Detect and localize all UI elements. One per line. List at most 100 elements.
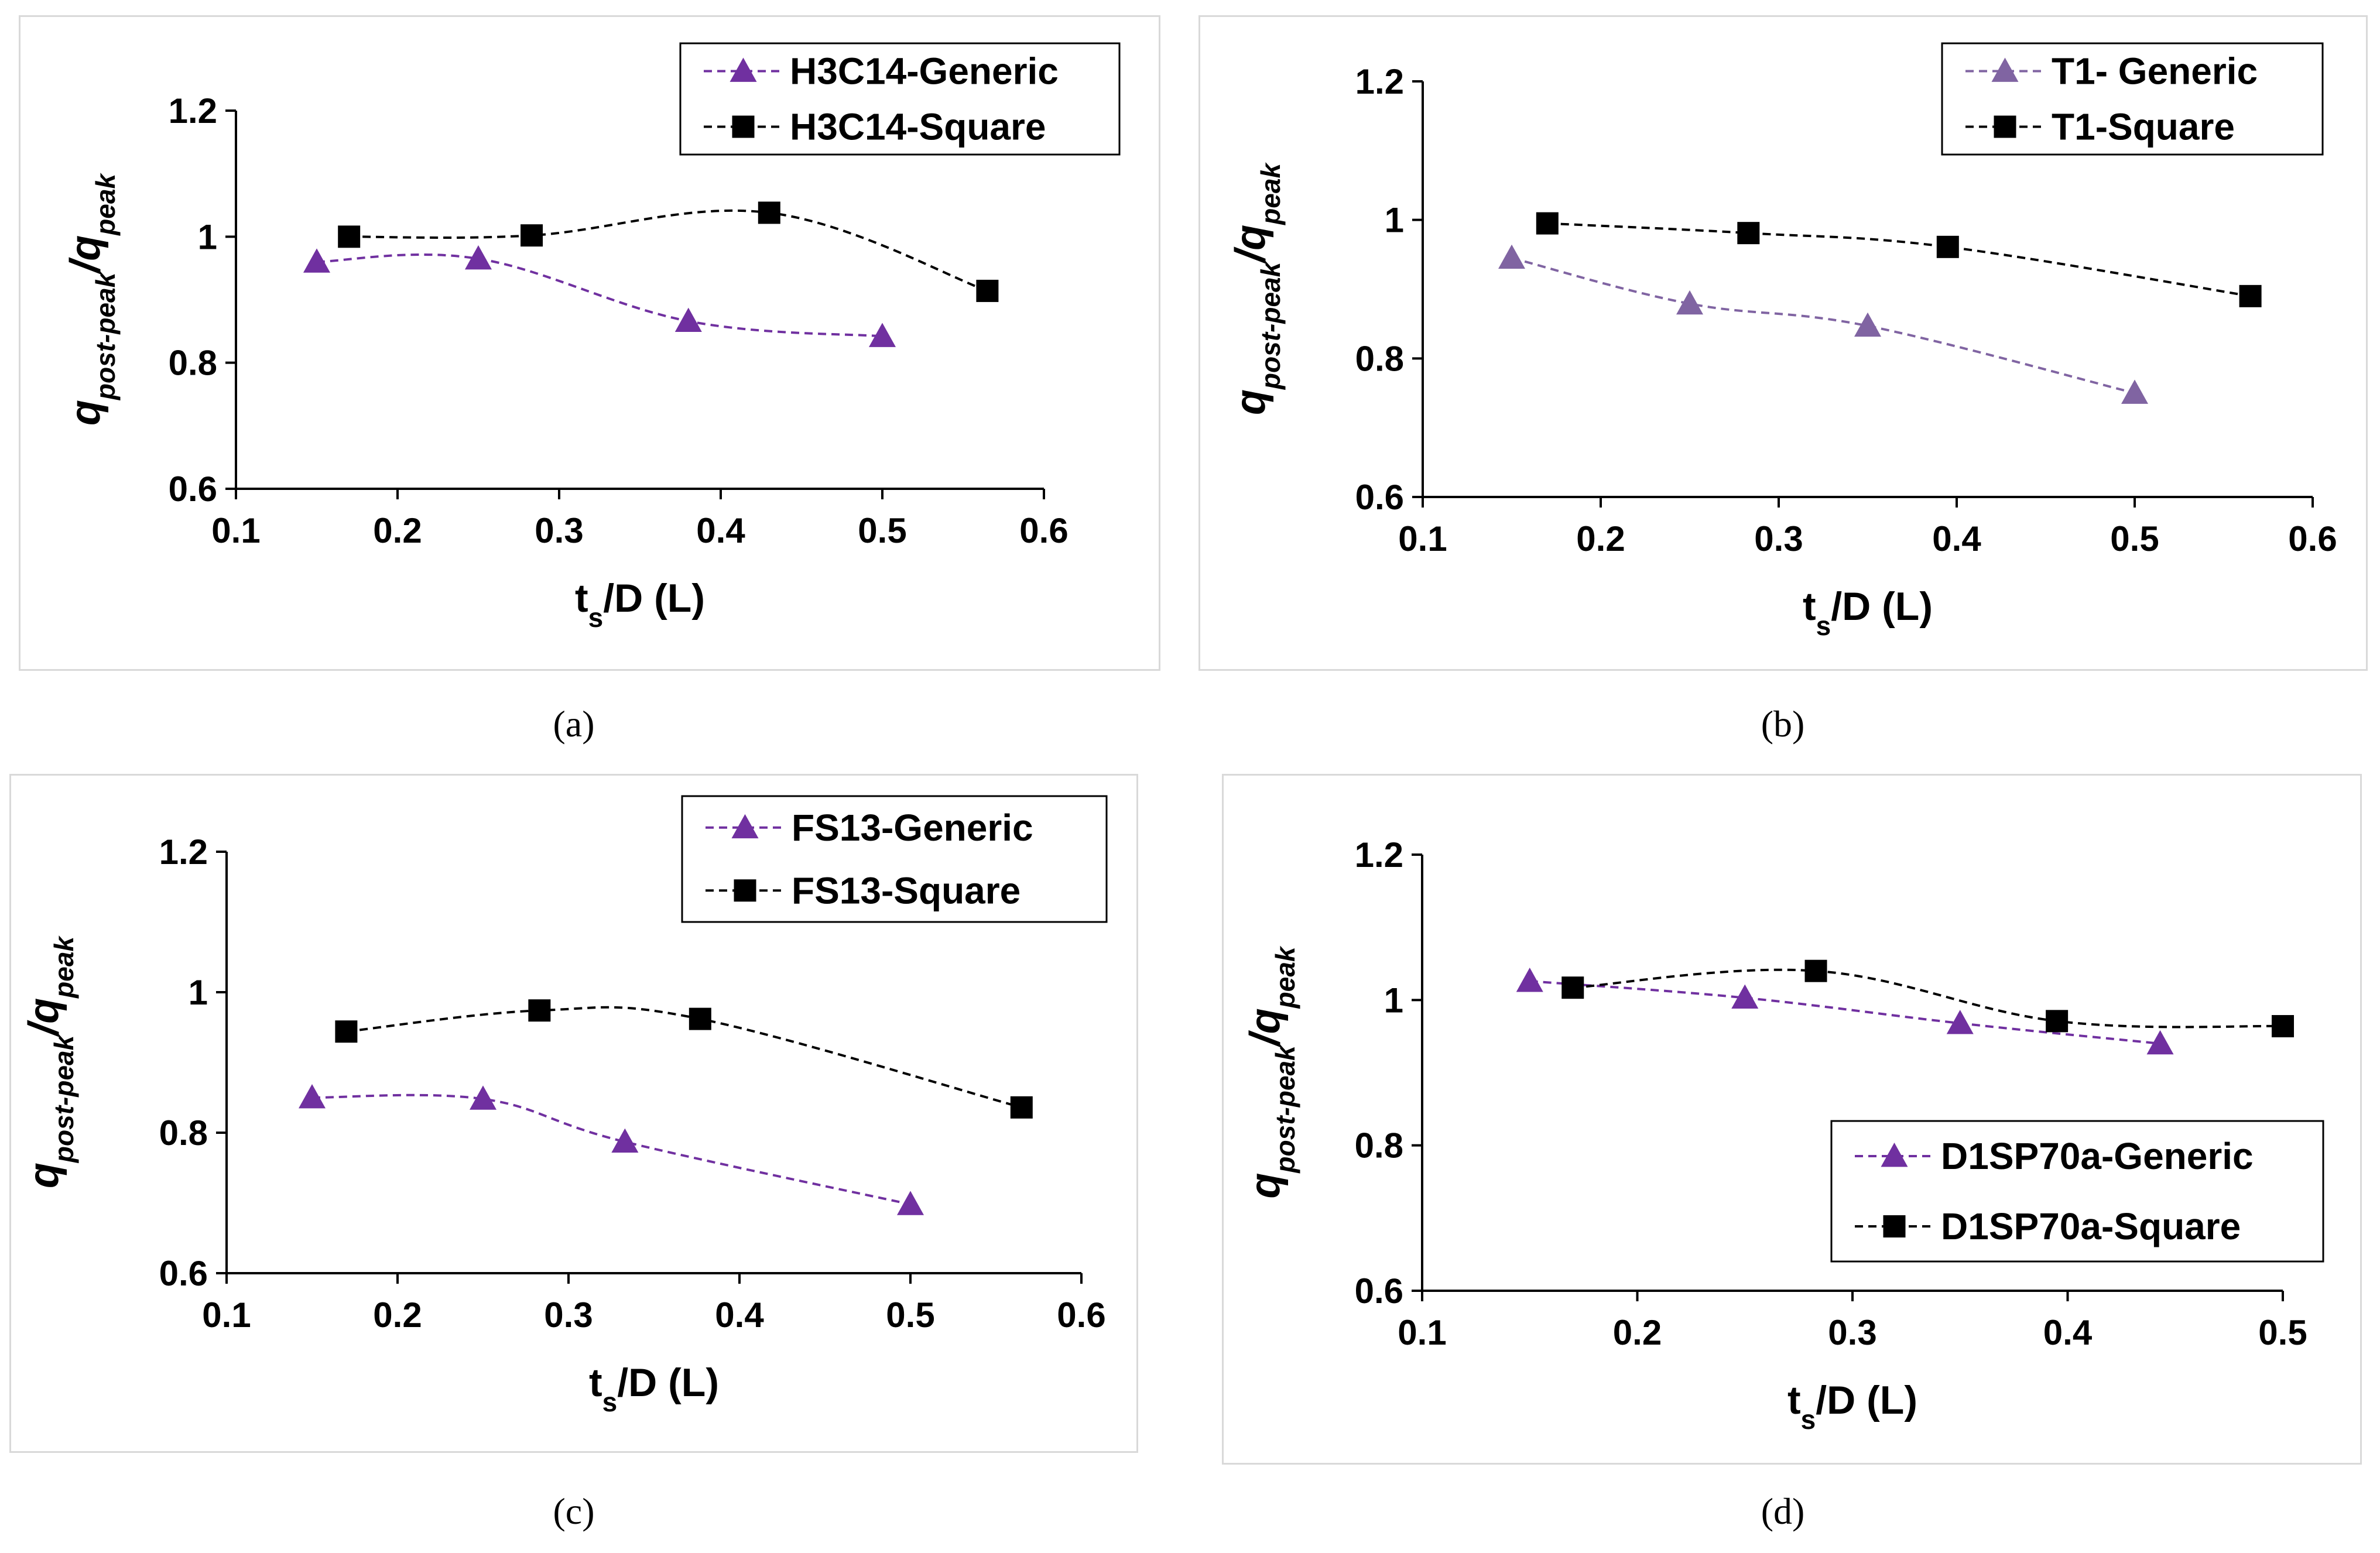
chart-svg-c: 0.6 0.8 1 1.2 0.1 0.2 0.3 0.4 0.5 0.6 ts/D (L) qpos… — [20, 795, 1108, 1417]
x-axis-title-main: t — [1787, 1378, 1801, 1422]
x-tick-label: 0.4 — [1932, 519, 1981, 558]
x-tick-label: 0.4 — [2043, 1313, 2093, 1352]
data-point-square — [1536, 212, 1559, 235]
data-point-triangle — [674, 307, 702, 332]
y-axis-title-main: q — [1242, 1173, 1289, 1199]
x-tick-label: 0.5 — [858, 511, 906, 550]
y-axis-title-sub2: peak — [49, 935, 79, 999]
legend-label: D1SP70a-Generic — [1941, 1135, 2254, 1177]
legend-label: T1- Generic — [2052, 50, 2258, 92]
x-tick-label: 0.2 — [1576, 519, 1625, 558]
x-tick-label: 0.1 — [202, 1295, 251, 1335]
data-point-triangle — [303, 248, 330, 273]
data-point-triangle — [470, 1085, 496, 1110]
x-axis-title-main: t — [1803, 584, 1816, 629]
data-point-square — [976, 279, 999, 302]
data-point-square — [758, 201, 780, 224]
x-tick-label: 0.1 — [1398, 519, 1447, 558]
y-axis-title-sub: post-peak — [1270, 1044, 1300, 1174]
x-tick-label: 0.2 — [373, 1295, 422, 1335]
x-axis-title-rest: /D (L) — [1816, 1378, 1917, 1422]
caption-d: (d) — [1761, 1490, 1805, 1532]
y-axis-title: qpost-peak/qpeak — [20, 935, 79, 1188]
x-tick-label: 0.4 — [696, 511, 745, 550]
data-point-triangle — [1516, 968, 1543, 992]
legend-marker-triangle — [730, 57, 757, 82]
chart-svg-b: 0.6 0.8 1 1.2 0.1 0.2 0.3 0.4 0.5 0.6 ts/D (L) qpos… — [1227, 42, 2337, 641]
x-axis-title: ts/D (L) — [1803, 584, 1933, 641]
data-point-square — [335, 1020, 358, 1043]
legend-marker-triangle — [1881, 1143, 1908, 1167]
y-axis-title-main: q — [1227, 389, 1274, 415]
y-axis-title-sub: post-peak — [49, 1034, 79, 1164]
data-point-triangle — [1946, 1010, 1974, 1034]
data-point-triangle — [611, 1128, 639, 1153]
x-axis-title-sub: s — [1801, 1404, 1816, 1435]
x-axis-title-rest: /D (L) — [1831, 584, 1933, 629]
y-tick-label: 1 — [1384, 981, 1403, 1020]
y-tick-label: 1.2 — [1355, 835, 1403, 875]
legend-label: FS13-Square — [792, 869, 1021, 911]
data-point-square — [1804, 959, 1827, 982]
legend-marker-square — [732, 115, 755, 138]
x-tick-label: 0.2 — [1613, 1313, 1662, 1352]
legend-box — [1830, 1120, 2324, 1263]
legend-label: H3C14-Square — [790, 106, 1046, 148]
y-axis-title-sep: /q — [1227, 225, 1274, 264]
legend-marker-triangle — [1991, 57, 2019, 82]
data-point-square — [2239, 284, 2262, 307]
series-line-b-0 — [1511, 256, 2135, 395]
legend-marker-square — [734, 879, 756, 902]
x-tick-label: 0.1 — [1398, 1313, 1446, 1352]
legend-label: H3C14-Generic — [790, 50, 1059, 92]
x-tick-label: 0.4 — [715, 1295, 764, 1335]
data-point-triangle — [1498, 244, 1525, 269]
y-tick-label: 0.8 — [169, 344, 217, 383]
legend-marker-square — [1883, 1215, 1906, 1237]
legend-label: T1-Square — [2052, 106, 2235, 148]
y-tick-label: 0.8 — [159, 1113, 208, 1153]
chart-panel-d: 0.6 0.8 1 1.2 0.1 0.2 0.3 0.4 0.5 ts/D (L) qpost-p… — [1222, 774, 2362, 1465]
y-tick-label: 0.6 — [1355, 1271, 1403, 1311]
data-point-triangle — [897, 1191, 924, 1215]
x-tick-label: 0.3 — [1828, 1313, 1876, 1352]
data-point-square — [338, 225, 361, 248]
data-point-triangle — [2121, 379, 2148, 404]
x-tick-label: 0.5 — [886, 1295, 934, 1335]
legend-label: D1SP70a-Square — [1941, 1205, 2241, 1247]
y-tick-label: 1 — [1385, 201, 1404, 240]
data-point-square — [689, 1007, 711, 1030]
data-point-triangle — [1854, 312, 1881, 337]
y-axis-title-sep: /q — [1242, 1008, 1289, 1047]
data-point-triangle — [869, 323, 896, 347]
data-point-square — [1561, 976, 1584, 999]
series-line-b-1 — [1547, 222, 2251, 297]
y-axis-title: qpost-peak/qpeak — [1242, 945, 1300, 1198]
x-axis-title-rest: /D (L) — [603, 576, 705, 620]
y-tick-label: 0.8 — [1355, 1126, 1403, 1165]
series-line-d-0 — [1529, 980, 2160, 1045]
series-line-c-0 — [311, 1093, 911, 1206]
series-line-c-1 — [346, 1006, 1022, 1109]
y-axis-title-sub2: peak — [90, 173, 121, 236]
x-tick-label: 0.3 — [535, 511, 583, 550]
x-tick-label: 0.5 — [2110, 519, 2159, 558]
caption-a: (a) — [553, 703, 595, 745]
series-line-a-0 — [316, 253, 883, 338]
y-axis-title-sub2: peak — [1255, 162, 1286, 226]
data-point-triangle — [1676, 290, 1703, 315]
data-point-square — [1936, 235, 1959, 258]
x-axis-title: ts/D (L) — [589, 1360, 719, 1417]
y-tick-label: 1 — [189, 973, 208, 1012]
x-tick-label: 0.3 — [1754, 519, 1803, 558]
x-tick-label: 0.6 — [1019, 511, 1068, 550]
data-point-square — [528, 999, 551, 1022]
x-axis-title-sub: s — [1816, 611, 1831, 641]
x-tick-label: 0.5 — [2258, 1313, 2307, 1352]
chart-svg-d: 0.6 0.8 1 1.2 0.1 0.2 0.3 0.4 0.5 ts/D (L) qpost-p… — [1242, 835, 2324, 1435]
chart-panel-c: 0.6 0.8 1 1.2 0.1 0.2 0.3 0.4 0.5 0.6 ts/D (L) qpos… — [9, 774, 1138, 1453]
y-axis-title-sep: /q — [62, 235, 109, 275]
caption-b: (b) — [1761, 703, 1805, 745]
legend-marker-triangle — [731, 814, 759, 839]
y-tick-label: 0.6 — [169, 469, 217, 509]
